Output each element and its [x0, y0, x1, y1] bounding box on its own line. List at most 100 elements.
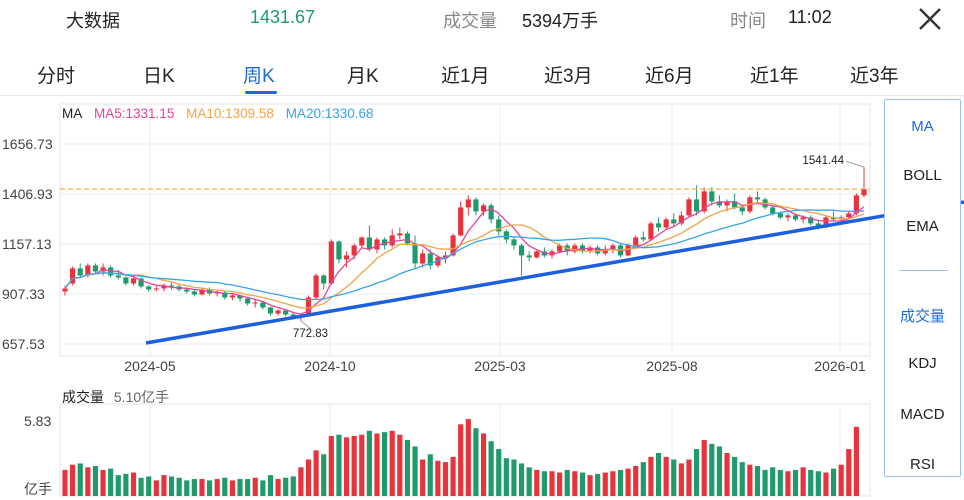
indicator-rsi[interactable]: RSI	[909, 456, 935, 473]
candle-body	[168, 285, 175, 287]
volume-bar	[138, 477, 144, 496]
volume-bar	[838, 464, 844, 496]
volume-bar	[739, 462, 745, 496]
volume-bar	[830, 468, 837, 496]
volume-bar	[108, 468, 114, 496]
volume-bar	[435, 460, 441, 496]
volume-bar	[153, 480, 159, 496]
price-tick-label: 907.33	[2, 286, 45, 302]
candle-body	[450, 235, 456, 256]
candle-body	[283, 310, 289, 315]
candle-body	[252, 302, 258, 304]
volume-bar	[450, 456, 456, 496]
moving-average-lines	[64, 200, 865, 315]
price-axis: 1656.73 1406.93 1157.13 907.33 657.53	[2, 136, 53, 352]
current-price: 1431.67	[250, 7, 316, 27]
tab-daily[interactable]: 日K	[143, 66, 175, 87]
volume-bar	[694, 449, 700, 496]
candle-body	[511, 239, 517, 246]
candle-body	[70, 268, 76, 284]
volume-bar	[343, 437, 350, 496]
volume-bar	[70, 464, 76, 496]
candle-body	[663, 219, 669, 228]
volume-bar	[214, 479, 220, 496]
volume-unit-label: 亿手	[24, 481, 52, 497]
volume-bar	[85, 467, 91, 496]
volume-bar	[754, 466, 761, 496]
tab-6-months[interactable]: 近6月	[645, 66, 694, 87]
volume-bar	[442, 462, 449, 496]
volume-bar	[808, 469, 814, 496]
candle-body	[526, 255, 532, 258]
high-marker-line	[845, 160, 865, 168]
tab-weekly[interactable]: 周K	[243, 66, 275, 87]
volume-bar	[336, 434, 342, 496]
volume-bar	[260, 480, 266, 496]
candle-body	[633, 237, 639, 246]
tab-1-month[interactable]: 近1月	[441, 66, 490, 87]
ma5-line	[64, 200, 865, 315]
stock-name: 大数据	[66, 11, 120, 31]
candle-body	[130, 278, 137, 284]
candle-body	[328, 241, 334, 284]
close-icon[interactable]	[917, 6, 943, 32]
indicator-ema[interactable]: EMA	[906, 218, 939, 235]
volume-bar	[625, 468, 631, 496]
tab-intraday[interactable]: 分时	[37, 66, 76, 87]
volume-bar	[678, 463, 684, 496]
volume-bar	[184, 480, 190, 496]
candle-body	[754, 197, 761, 200]
tab-3-months[interactable]: 近3月	[544, 66, 593, 87]
price-tick-label: 1656.73	[2, 136, 53, 152]
indicator-volume[interactable]: 成交量	[899, 308, 945, 325]
candle-body	[800, 217, 806, 220]
volume-bar	[518, 463, 525, 496]
candle-body	[442, 255, 449, 258]
candle-body	[389, 235, 395, 246]
indicator-boll[interactable]: BOLL	[903, 167, 942, 184]
period-tabs: 分时 日K 周K 月K 近1月 近3月 近6月 近1年 近3年	[0, 52, 964, 96]
volume-bar	[146, 476, 152, 496]
active-tab-indicator	[245, 91, 277, 94]
candle-body	[153, 288, 159, 290]
volume-bar	[229, 480, 235, 496]
volume-bar	[92, 466, 99, 496]
volume-bar	[762, 469, 768, 496]
volume-bar	[458, 424, 464, 496]
volume-bar	[602, 472, 608, 496]
tab-3-years[interactable]: 近3年	[850, 66, 899, 87]
candle-body	[267, 307, 274, 314]
volume-bar	[800, 467, 806, 496]
volume-bar	[237, 479, 243, 496]
volume-bar	[648, 456, 654, 496]
date-tick-label: 2026-01	[814, 358, 866, 374]
candle-body	[518, 245, 525, 256]
volume-bar	[572, 471, 578, 496]
candle-body	[351, 245, 357, 256]
time-label: 时间	[730, 11, 766, 31]
indicator-kdj[interactable]: KDJ	[908, 355, 937, 372]
candle-body	[260, 302, 266, 308]
candle-body	[237, 295, 243, 299]
candle-body	[853, 195, 859, 214]
candle-body	[671, 219, 677, 224]
volume-bar	[633, 466, 639, 496]
volume-bar	[815, 471, 821, 496]
volume-bar	[480, 433, 487, 496]
tab-monthly[interactable]: 月K	[347, 66, 379, 87]
indicator-macd[interactable]: MACD	[900, 406, 945, 423]
volume-bar	[473, 428, 479, 496]
volume-bar	[420, 459, 426, 496]
tab-1-year[interactable]: 近1年	[750, 66, 799, 87]
date-axis: 2024-05 2024-10 2025-03 2025-08 2026-01	[124, 358, 866, 374]
volume-bar	[709, 443, 715, 496]
indicator-ma[interactable]: MA	[911, 118, 934, 135]
chart-grid	[59, 103, 871, 497]
candle-body	[397, 233, 403, 236]
volume-legend-title: 成交量	[62, 389, 104, 405]
volume-bar	[785, 471, 791, 496]
volume-bar	[770, 467, 776, 496]
volume-bar	[389, 430, 395, 496]
volume-bar	[465, 419, 471, 496]
